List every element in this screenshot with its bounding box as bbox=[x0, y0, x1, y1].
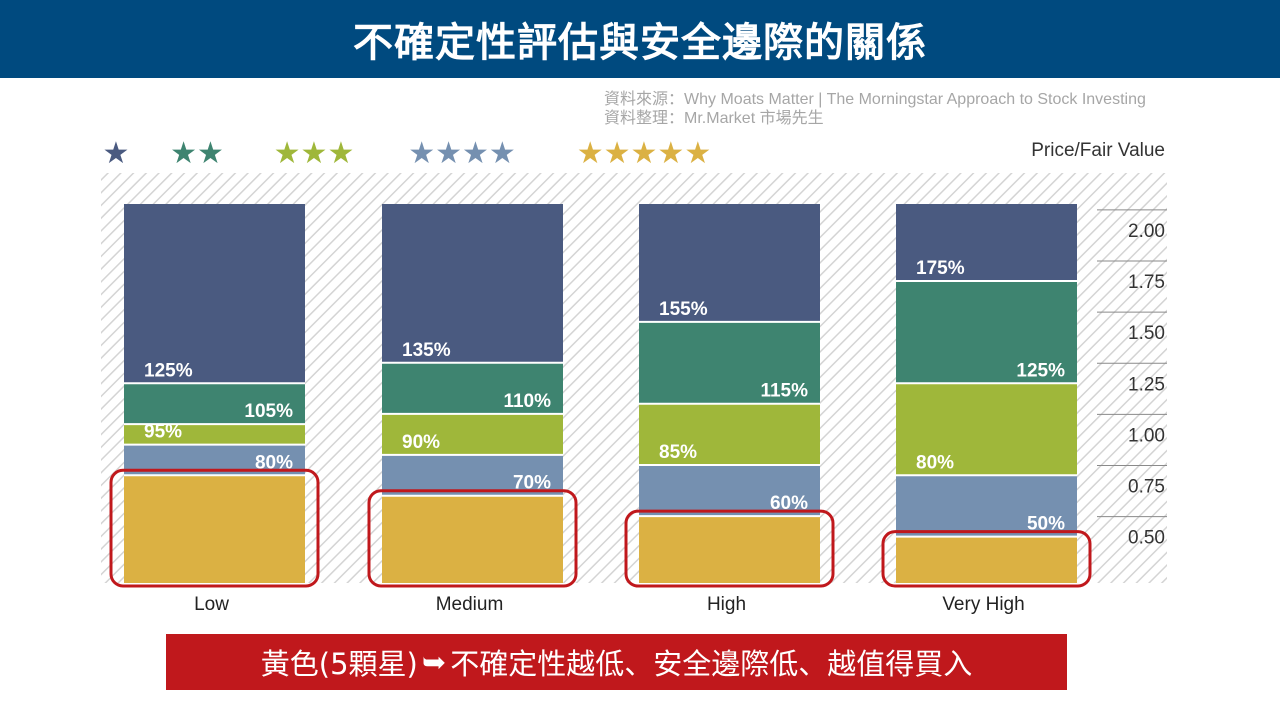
legend-3-star-icon: ★★★ bbox=[274, 137, 355, 170]
caption-prefix: 黃色(5顆星) bbox=[260, 647, 418, 681]
y-tick-label: 1.00 bbox=[1128, 425, 1165, 446]
source-label: 資料來源： bbox=[604, 91, 685, 108]
y-tick-label: 1.75 bbox=[1128, 272, 1165, 293]
y-axis: 2.00 1.75 1.50 1.25 1.00 0.75 0.50 bbox=[1097, 209, 1167, 549]
bar-segment-4-star bbox=[896, 475, 1077, 537]
source-line: 資料來源：Why Moats Matter | The Morningstar … bbox=[604, 90, 1274, 109]
y-axis-label: Price/Fair Value bbox=[1031, 140, 1165, 161]
bar-segment-2-star bbox=[124, 383, 305, 425]
threshold-label: 70% bbox=[513, 473, 551, 494]
threshold-label: 85% bbox=[659, 442, 697, 463]
star-rating-chart: ★ ★★ ★★★ ★★★★ ★★★★★ Price/Fair Value 2.001.7… bbox=[101, 137, 1167, 615]
threshold-label: 80% bbox=[916, 452, 954, 473]
bar-segment-2-star bbox=[896, 281, 1077, 384]
category-label: Very High bbox=[942, 594, 1024, 615]
x-axis: Low Medium High Very High bbox=[194, 594, 1025, 615]
bar-segment-1-star bbox=[382, 204, 563, 363]
threshold-label: 115% bbox=[760, 381, 808, 402]
segment-labels: 80% 95% 105% 125% 70% 90% 110% 135% 60% 85% 115% 15… bbox=[144, 258, 1065, 535]
five-star-highlight-box bbox=[881, 530, 1092, 588]
bar-segment-5-star bbox=[639, 516, 820, 583]
y-tick-label: 1.25 bbox=[1128, 374, 1165, 395]
arrow-icon: ➥ bbox=[421, 645, 447, 679]
threshold-label: 60% bbox=[770, 493, 808, 514]
bar-segment-5-star bbox=[896, 536, 1077, 583]
legend-1-star-icon: ★ bbox=[103, 137, 130, 170]
threshold-label: 155% bbox=[659, 299, 708, 320]
bar-segment-2-star bbox=[382, 362, 563, 414]
five-star-highlight-box bbox=[624, 509, 835, 588]
five-star-highlight-box bbox=[367, 489, 578, 588]
y-tick-label: 1.50 bbox=[1128, 323, 1165, 344]
star-legend: ★ ★★ ★★★ ★★★★ ★★★★★ bbox=[103, 137, 712, 170]
threshold-label: 95% bbox=[144, 422, 182, 443]
highlight-boxes bbox=[109, 468, 1092, 588]
threshold-label: 175% bbox=[916, 258, 965, 279]
compiler-label: 資料整理： bbox=[604, 110, 685, 127]
bars bbox=[124, 204, 1077, 583]
y-tick-label: 0.50 bbox=[1128, 528, 1165, 549]
threshold-label: 125% bbox=[1016, 360, 1065, 381]
category-label: High bbox=[707, 594, 746, 615]
source-value: Why Moats Matter | The Morningstar Appro… bbox=[684, 91, 1146, 108]
bar-segment-1-star bbox=[896, 204, 1077, 281]
y-tick-label: 2.00 bbox=[1128, 221, 1165, 242]
legend-5-star-icon: ★★★★★ bbox=[577, 137, 711, 170]
bar-segment-4-star bbox=[382, 454, 563, 496]
bar-segment-3-star bbox=[124, 424, 305, 445]
compiler-value: Mr.Market 市場先生 bbox=[684, 110, 824, 127]
conclusion-caption: 黃色(5顆星) ➥ 不確定性越低、安全邊際低、越值得買入 bbox=[166, 634, 1067, 690]
bar-segment-1-star bbox=[639, 204, 820, 322]
threshold-label: 80% bbox=[255, 452, 293, 473]
compiler-line: 資料整理：Mr.Market 市場先生 bbox=[604, 109, 1274, 128]
bar-segment-3-star bbox=[382, 413, 563, 455]
bar-segment-5-star bbox=[382, 495, 563, 583]
five-star-highlight-box bbox=[109, 468, 320, 588]
bar-segment-5-star bbox=[124, 475, 305, 583]
category-label: Medium bbox=[436, 594, 504, 615]
bar-segment-3-star bbox=[896, 383, 1077, 476]
threshold-label: 135% bbox=[402, 340, 451, 361]
bar-segment-1-star bbox=[124, 204, 305, 384]
threshold-label: 90% bbox=[402, 432, 440, 453]
bar-segment-2-star bbox=[639, 321, 820, 404]
caption-text: 不確定性越低、安全邊際低、越值得買入 bbox=[450, 647, 973, 681]
bar-segment-4-star bbox=[639, 465, 820, 517]
legend-4-star-icon: ★★★★ bbox=[408, 137, 516, 170]
threshold-label: 105% bbox=[244, 401, 293, 422]
bar-segment-3-star bbox=[639, 403, 820, 466]
threshold-label: 110% bbox=[503, 391, 551, 412]
page-title: 不確定性評估與安全邊際的關係 bbox=[0, 0, 1280, 78]
category-label: Low bbox=[194, 594, 229, 615]
source-note: 資料來源：Why Moats Matter | The Morningstar … bbox=[604, 90, 1274, 128]
y-tick-label: 0.75 bbox=[1128, 477, 1165, 498]
threshold-label: 125% bbox=[144, 360, 193, 381]
legend-2-star-icon: ★★ bbox=[170, 137, 224, 170]
threshold-label: 50% bbox=[1027, 514, 1065, 535]
